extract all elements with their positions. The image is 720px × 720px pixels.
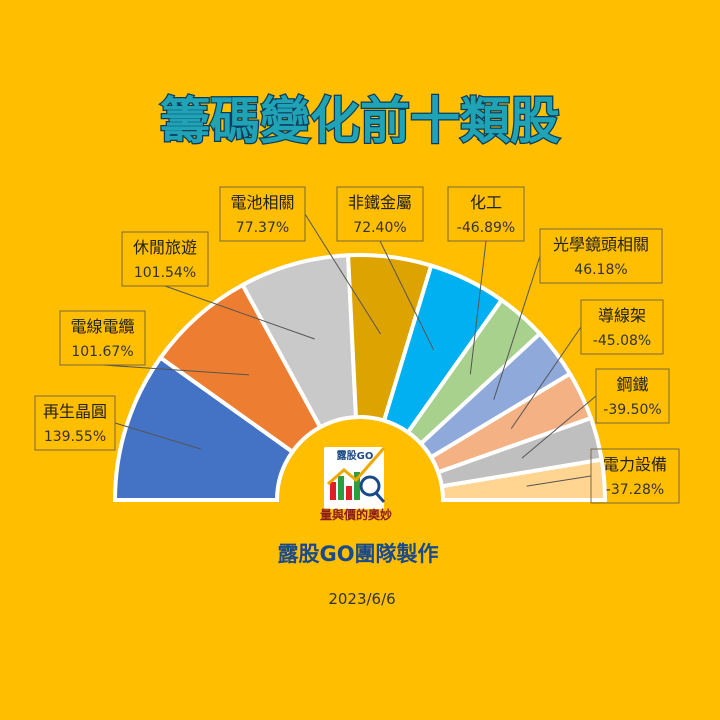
category-label: 電線電纜 (70, 317, 134, 336)
logo-bottom-text: 量與價的奧妙 (320, 507, 392, 522)
slice-10 (439, 457, 608, 502)
leader-line-2 (102, 364, 250, 376)
chart-title: 籌碼變化前十類股 (160, 92, 560, 150)
data-label-2: 電線電纜 101.67% (59, 310, 146, 366)
value-label: 101.54% (134, 265, 196, 281)
leader-line-3 (164, 285, 315, 340)
category-label: 鋼鐵 (616, 375, 648, 394)
category-label: 電池相關 (230, 193, 294, 212)
label-box (121, 231, 209, 287)
value-label: -39.50% (603, 402, 661, 418)
leader-line-6 (469, 240, 487, 375)
value-label: 101.67% (71, 344, 133, 360)
date-text: 2023/6/6 (328, 590, 395, 608)
label-box (59, 310, 146, 366)
leader-line-1 (114, 422, 201, 450)
data-label-9: 鋼鐵 -39.50% (595, 368, 670, 424)
category-label: 電力設備 (603, 455, 667, 474)
value-label: 77.37% (236, 220, 289, 236)
leader-line-7 (493, 255, 541, 400)
category-label: 休閒旅遊 (133, 238, 197, 257)
magnifier-icon (359, 475, 381, 497)
logo: 露股GO 量與價的奧妙 (320, 447, 392, 522)
leader-line-10 (526, 475, 592, 487)
data-label-4: 電池相關 77.37% (219, 186, 306, 242)
category-label: 再生晶圓 (43, 402, 107, 421)
data-label-5: 非鐵金屬 72.40% (336, 186, 424, 242)
category-label: 非鐵金屬 (348, 193, 412, 212)
value-label: -46.89% (457, 220, 515, 236)
value-label: -37.28% (606, 482, 664, 498)
data-label-10: 電力設備 -37.28% (590, 448, 680, 504)
value-label: 72.40% (353, 220, 406, 236)
value-label: 46.18% (574, 262, 627, 278)
data-label-6: 化工 -46.89% (447, 186, 525, 242)
label-box (539, 228, 663, 284)
leader-line-5 (379, 240, 435, 351)
slice-1 (112, 354, 296, 502)
leader-line-8 (510, 326, 582, 429)
leader-line-9 (521, 395, 597, 459)
data-label-8: 導線架 -45.08% (580, 299, 664, 355)
label-box (219, 186, 306, 242)
value-label: -45.08% (593, 333, 651, 349)
label-box (580, 299, 664, 355)
label-box (336, 186, 424, 242)
label-box (595, 368, 670, 424)
credit-text: 露股GO團隊製作 (277, 542, 438, 566)
data-label-1: 再生晶圓 139.55% (34, 395, 116, 451)
data-label-3: 休閒旅遊 101.54% (121, 231, 209, 287)
category-label: 光學鏡頭相關 (553, 235, 649, 254)
logo-top-text: 露股GO (337, 449, 374, 462)
label-box (447, 186, 525, 242)
label-box (34, 395, 116, 451)
value-label: 139.55% (44, 429, 106, 445)
category-label: 導線架 (598, 306, 646, 325)
leader-line-4 (304, 213, 381, 335)
label-box (590, 448, 680, 504)
data-label-7: 光學鏡頭相關 46.18% (539, 228, 663, 284)
category-label: 化工 (470, 193, 502, 212)
